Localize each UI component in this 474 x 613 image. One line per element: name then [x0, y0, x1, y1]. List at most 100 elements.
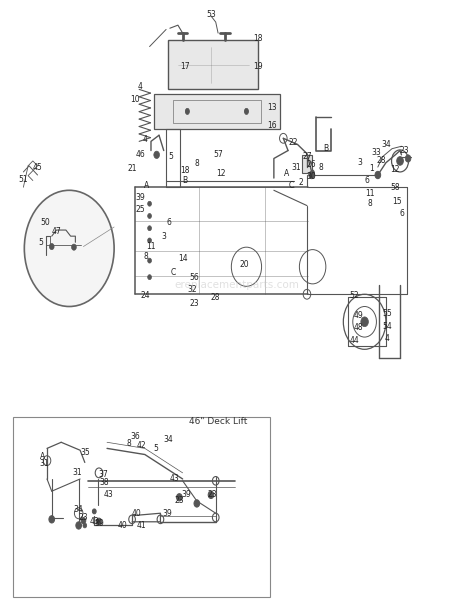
Text: 10: 10	[130, 95, 140, 104]
Text: 6: 6	[166, 218, 171, 227]
Text: 48: 48	[354, 324, 364, 332]
Text: 8: 8	[319, 162, 323, 172]
Text: A: A	[284, 169, 289, 178]
Circle shape	[361, 317, 368, 327]
Text: 56: 56	[190, 273, 200, 282]
Text: 54: 54	[383, 322, 392, 330]
Circle shape	[148, 238, 152, 243]
Text: 13: 13	[268, 103, 277, 112]
Text: 5: 5	[38, 238, 43, 247]
Text: 34: 34	[74, 505, 83, 514]
Circle shape	[148, 213, 152, 218]
Text: 16: 16	[268, 121, 277, 130]
Text: 11: 11	[146, 242, 156, 251]
Text: 19: 19	[254, 62, 263, 70]
Circle shape	[96, 518, 102, 525]
Circle shape	[92, 509, 96, 514]
Text: 40: 40	[132, 509, 142, 518]
Text: 6: 6	[365, 176, 369, 185]
Circle shape	[24, 190, 114, 306]
Circle shape	[148, 226, 152, 230]
Circle shape	[154, 151, 159, 159]
Text: 5: 5	[153, 444, 158, 453]
Text: 42: 42	[137, 441, 146, 451]
Circle shape	[176, 493, 182, 501]
Circle shape	[148, 258, 152, 263]
Text: 36: 36	[130, 432, 140, 441]
Circle shape	[375, 172, 381, 178]
Text: 51: 51	[18, 175, 28, 184]
Text: 12: 12	[216, 169, 225, 178]
Text: 25: 25	[135, 205, 145, 215]
Text: 58: 58	[391, 183, 400, 192]
Text: 52: 52	[349, 291, 359, 300]
Text: 15: 15	[392, 197, 401, 206]
Text: 4: 4	[142, 135, 147, 144]
Text: 23: 23	[174, 497, 184, 506]
Text: 50: 50	[41, 218, 50, 227]
Text: 57: 57	[213, 150, 223, 159]
Text: 21: 21	[128, 164, 137, 173]
Text: 30: 30	[307, 172, 317, 181]
Circle shape	[309, 172, 315, 178]
Circle shape	[95, 468, 103, 478]
Text: 33: 33	[372, 148, 381, 157]
Circle shape	[245, 110, 248, 115]
Circle shape	[81, 517, 86, 524]
Text: 47: 47	[52, 227, 61, 237]
Text: 4: 4	[385, 334, 390, 343]
Text: 28: 28	[376, 156, 386, 166]
Circle shape	[76, 522, 82, 529]
Text: 17: 17	[180, 62, 190, 70]
Text: 39: 39	[135, 193, 145, 202]
Text: 18: 18	[180, 166, 190, 175]
Text: 39: 39	[162, 509, 172, 518]
Text: 34: 34	[164, 435, 173, 444]
Text: 28: 28	[211, 293, 220, 302]
Text: C: C	[171, 268, 176, 276]
Circle shape	[208, 491, 214, 498]
Text: 6: 6	[399, 209, 404, 218]
Text: 32: 32	[187, 285, 197, 294]
Text: 55: 55	[383, 310, 392, 318]
Circle shape	[245, 109, 248, 113]
Circle shape	[148, 201, 152, 206]
Text: 8: 8	[127, 439, 132, 448]
Circle shape	[397, 157, 403, 166]
Text: C: C	[289, 181, 294, 190]
Text: 2: 2	[299, 178, 303, 187]
Circle shape	[129, 515, 136, 524]
Text: 12: 12	[391, 165, 400, 174]
Text: 23: 23	[400, 146, 410, 155]
Text: 14: 14	[178, 254, 187, 264]
Text: 49: 49	[354, 311, 364, 320]
Circle shape	[49, 243, 54, 249]
Bar	[12, 417, 270, 597]
Text: B: B	[182, 176, 188, 185]
Circle shape	[194, 500, 200, 507]
Text: 23: 23	[208, 490, 217, 500]
Text: 22: 22	[288, 138, 298, 147]
Text: 3: 3	[357, 158, 362, 167]
Text: 53: 53	[206, 10, 216, 18]
Text: 44: 44	[349, 336, 359, 345]
Circle shape	[405, 155, 411, 162]
Text: ereplacementparts.com: ereplacementparts.com	[174, 280, 300, 290]
Text: 18: 18	[254, 34, 263, 43]
Circle shape	[185, 110, 189, 115]
Text: 20: 20	[239, 261, 249, 269]
Text: 31: 31	[73, 468, 82, 478]
Text: 39: 39	[181, 490, 191, 500]
Text: 43: 43	[104, 490, 113, 500]
Text: 37: 37	[99, 470, 109, 479]
Circle shape	[185, 109, 189, 113]
Text: 40: 40	[118, 521, 128, 530]
Text: B: B	[323, 144, 328, 153]
Text: 41: 41	[137, 521, 146, 530]
Text: 4: 4	[137, 82, 143, 91]
Text: A: A	[144, 181, 149, 190]
Text: 31: 31	[39, 459, 49, 468]
Circle shape	[83, 523, 87, 528]
Text: 31: 31	[291, 163, 301, 172]
Text: 38: 38	[99, 478, 109, 487]
